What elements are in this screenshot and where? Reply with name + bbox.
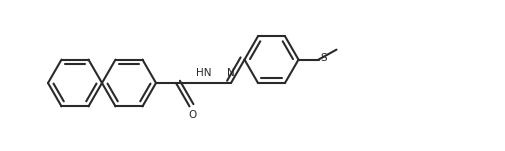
Text: HN: HN: [196, 68, 211, 78]
Text: O: O: [188, 110, 196, 120]
Text: S: S: [320, 53, 326, 63]
Text: N: N: [227, 68, 234, 78]
